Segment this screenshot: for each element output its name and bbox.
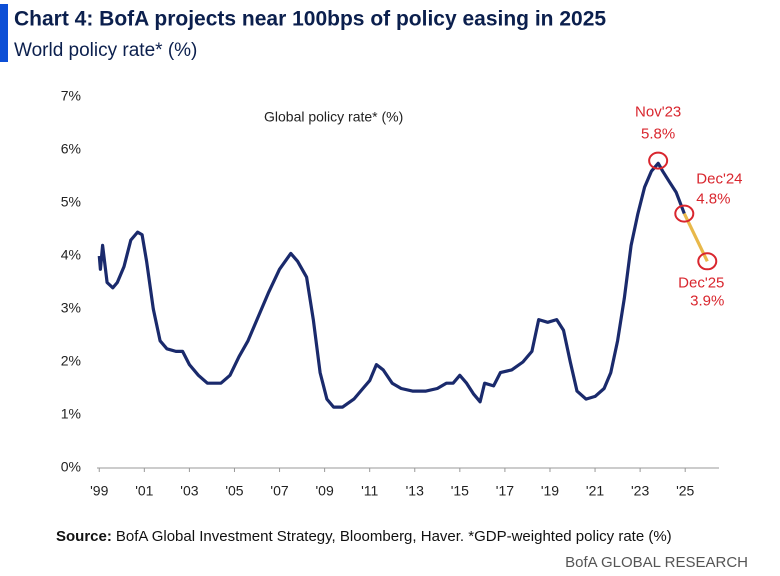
annotation-circle <box>697 252 718 271</box>
annotation-label: Dec'25 <box>678 274 724 291</box>
source-label: Source: <box>56 528 112 545</box>
y-tick-label: 6% <box>61 141 81 157</box>
annotation-label: Dec'24 <box>696 171 742 188</box>
line-series <box>97 161 686 409</box>
series-label: Global policy rate* (%) <box>264 109 403 125</box>
x-tick-label: '01 <box>135 483 153 499</box>
x-tick-label: '15 <box>451 483 469 499</box>
y-tick-label: 7% <box>61 88 81 104</box>
x-tick-label: '03 <box>180 483 198 499</box>
x-tick-label: '09 <box>315 483 333 499</box>
title-accent <box>0 4 8 62</box>
y-tick-label: 4% <box>61 247 81 263</box>
x-tick-label: '11 <box>361 483 378 499</box>
x-tick-label: '13 <box>406 483 424 499</box>
annotation-value: 4.8% <box>696 191 730 208</box>
annotation-value: 3.9% <box>690 292 724 309</box>
x-tick-label: '17 <box>496 483 514 499</box>
x-tick-label: '99 <box>90 483 108 499</box>
annotation-label: Nov'23 <box>635 104 681 121</box>
y-tick-label: 1% <box>61 406 81 422</box>
y-tick-label: 2% <box>61 353 81 369</box>
y-tick-label: 0% <box>61 459 81 475</box>
annotation-circle <box>674 204 695 223</box>
y-tick-label: 5% <box>61 194 81 210</box>
x-tick-label: '21 <box>586 483 604 499</box>
branding: BofA GLOBAL RESEARCH <box>565 554 748 571</box>
annotation-value: 5.8% <box>641 126 675 143</box>
annotation-circle <box>648 151 669 170</box>
y-tick-label: 3% <box>61 300 81 316</box>
chart-title: Chart 4: BofA projects near 100bps of po… <box>14 8 606 31</box>
source: Source: BofA Global Investment Strategy, … <box>56 528 672 545</box>
x-tick-label: '19 <box>541 483 559 499</box>
x-tick-label: '05 <box>225 483 243 499</box>
x-tick-label: '23 <box>631 483 649 499</box>
chart-subtitle: World policy rate* (%) <box>14 40 197 61</box>
x-tick-label: '25 <box>676 483 694 499</box>
source-text: BofA Global Investment Strategy, Bloombe… <box>116 528 672 545</box>
x-tick-label: '07 <box>270 483 288 499</box>
